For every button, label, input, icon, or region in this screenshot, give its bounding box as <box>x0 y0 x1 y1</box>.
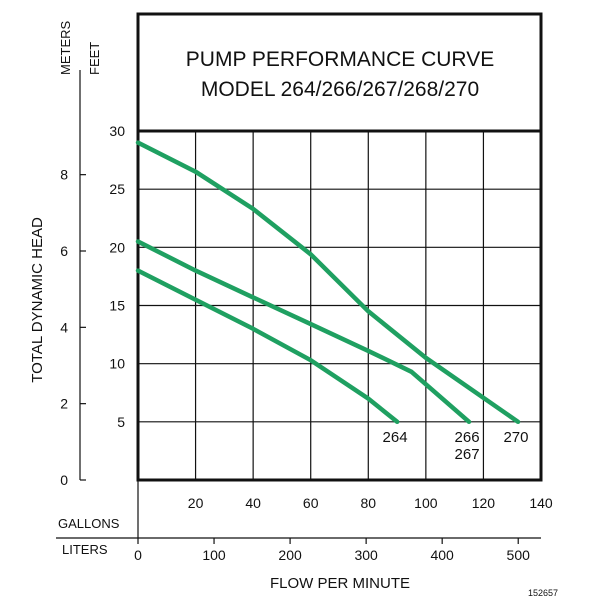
liters-tick-label: 0 <box>134 547 142 563</box>
meters-unit-label: METERS <box>58 21 73 76</box>
x-axis-title: FLOW PER MINUTE <box>270 575 410 592</box>
meters-tick-label: 4 <box>60 319 68 335</box>
feet-unit-label: FEET <box>87 42 102 75</box>
gallons-tick-label: 80 <box>360 495 376 511</box>
chart-title: PUMP PERFORMANCE CURVE <box>186 48 494 71</box>
feet-tick-label: 15 <box>109 298 125 314</box>
meters-tick-label: 8 <box>60 167 68 183</box>
title-box <box>136 12 543 133</box>
grid-lines <box>138 131 541 480</box>
meters-tick-label: 0 <box>60 472 68 488</box>
curve-label: 264 <box>383 429 408 446</box>
gallons-tick-label: 40 <box>245 495 261 511</box>
gallons-tick-label: 140 <box>529 495 553 511</box>
feet-tick-label: 30 <box>109 123 125 139</box>
pump-curves <box>135 140 521 425</box>
curve-label: 266 <box>455 429 480 446</box>
liters-tick-label: 200 <box>278 547 302 563</box>
feet-tick-label: 25 <box>109 181 125 197</box>
gallons-tick-label: 100 <box>414 495 438 511</box>
gallons-tick-label: 120 <box>472 495 496 511</box>
curve-266-267 <box>135 239 472 425</box>
meters-tick-label: 6 <box>60 243 68 259</box>
meters-tick-label: 2 <box>60 396 68 412</box>
curve-264 <box>135 268 400 425</box>
liters-tick-label: 100 <box>202 547 226 563</box>
feet-tick-label: 10 <box>109 356 125 372</box>
y-axis-title: TOTAL DYNAMIC HEAD <box>29 217 46 383</box>
feet-tick-label: 20 <box>109 239 125 255</box>
gallons-tick-label: 20 <box>188 495 204 511</box>
curve-label: 270 <box>503 429 528 446</box>
liters-tick-label: 500 <box>507 547 531 563</box>
curve-label: 267 <box>455 446 480 463</box>
feet-tick-label: 5 <box>117 414 125 430</box>
liters-unit-label: LITERS <box>62 542 108 557</box>
curve-270 <box>135 140 521 425</box>
gallons-tick-label: 60 <box>303 495 319 511</box>
liters-tick-label: 300 <box>354 547 378 563</box>
gallons-unit-label: GALLONS <box>58 516 120 531</box>
chart-subtitle: MODEL 264/266/267/268/270 <box>201 78 479 101</box>
liters-tick-label: 400 <box>430 547 454 563</box>
figure-code: 152657 <box>528 588 558 598</box>
